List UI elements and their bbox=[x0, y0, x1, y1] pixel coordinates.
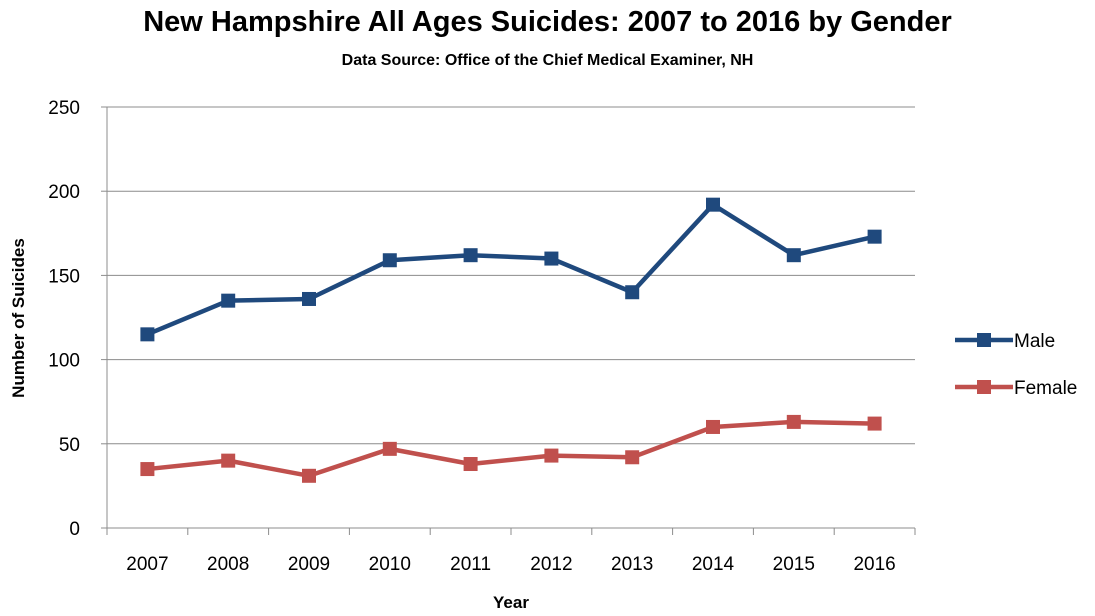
gridlines bbox=[107, 106, 915, 445]
legend-label: Male bbox=[1014, 331, 1055, 352]
x-tick-label: 2012 bbox=[530, 554, 572, 575]
data-point bbox=[302, 291, 316, 306]
legend-marker bbox=[977, 333, 991, 347]
legend-item-female: Female bbox=[955, 378, 1077, 399]
data-point bbox=[221, 293, 236, 308]
x-tick-label: 2009 bbox=[288, 554, 330, 575]
y-tick-label: 100 bbox=[48, 351, 80, 372]
series-female bbox=[140, 414, 882, 483]
legend-marker bbox=[977, 380, 991, 394]
data-point bbox=[786, 248, 801, 263]
data-point bbox=[544, 448, 559, 463]
data-point bbox=[463, 248, 478, 263]
x-tick-label: 2013 bbox=[611, 554, 653, 575]
data-point bbox=[140, 327, 155, 342]
data-point bbox=[625, 450, 640, 465]
data-point bbox=[706, 419, 720, 434]
x-tick-label: 2010 bbox=[369, 554, 411, 575]
y-axis-label: Number of Suicides bbox=[9, 238, 28, 398]
data-point bbox=[302, 468, 316, 483]
data-point bbox=[140, 462, 155, 477]
series-line bbox=[146, 202, 876, 337]
data-point bbox=[867, 416, 882, 431]
series-male bbox=[140, 197, 882, 342]
x-tick-label: 2015 bbox=[773, 554, 815, 575]
x-tick-label: 2011 bbox=[450, 554, 491, 575]
legend: Male Female bbox=[955, 331, 1077, 399]
y-tick-label: 150 bbox=[48, 266, 80, 287]
y-tick-label: 200 bbox=[48, 182, 80, 203]
y-tick-label: 0 bbox=[69, 519, 80, 540]
legend-label: Female bbox=[1014, 378, 1077, 399]
chart-title: New Hampshire All Ages Suicides: 2007 to… bbox=[143, 6, 952, 38]
data-point bbox=[706, 197, 720, 212]
series-group bbox=[140, 197, 882, 483]
data-point bbox=[544, 251, 559, 266]
x-tick-label: 2007 bbox=[126, 554, 168, 575]
series-line bbox=[147, 419, 875, 479]
y-tick-labels: 0 50 100 150 200 250 bbox=[48, 98, 80, 540]
x-tick-label: 2008 bbox=[207, 554, 249, 575]
data-point bbox=[867, 229, 882, 244]
data-point bbox=[463, 457, 478, 472]
x-tick-label: 2016 bbox=[853, 554, 895, 575]
x-axis-label: Year bbox=[493, 593, 529, 612]
axes bbox=[101, 106, 916, 535]
data-point bbox=[625, 285, 640, 300]
x-tick-label: 2014 bbox=[692, 554, 735, 575]
legend-item-male: Male bbox=[955, 331, 1055, 352]
chart-subtitle: Data Source: Office of the Chief Medical… bbox=[341, 52, 754, 69]
data-point bbox=[382, 253, 397, 268]
data-point bbox=[382, 441, 397, 456]
data-point bbox=[221, 453, 236, 468]
data-point bbox=[786, 414, 801, 429]
x-tick-labels: 2007 2008 2009 2010 2011 2012 2013 2014 2015 2016 bbox=[126, 554, 895, 575]
y-tick-label: 250 bbox=[48, 98, 80, 119]
y-tick-label: 50 bbox=[59, 435, 80, 456]
